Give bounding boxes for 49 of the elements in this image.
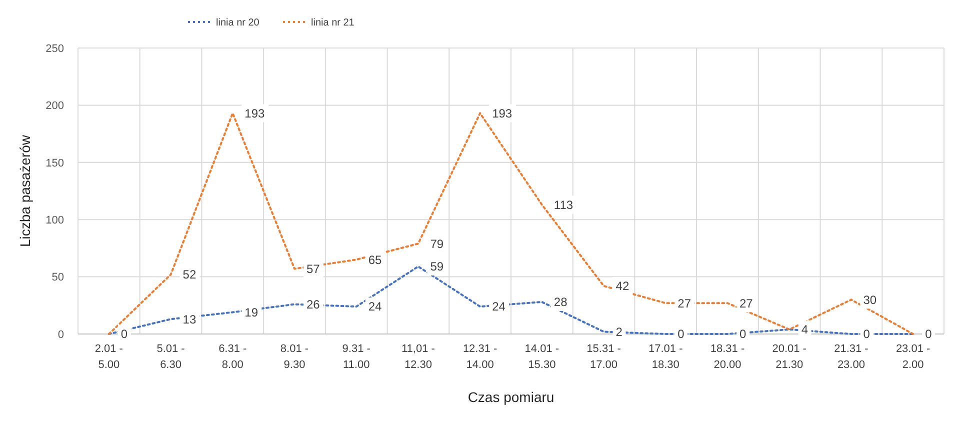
x-tick-label: 2.01 - 5.00 <box>94 343 124 371</box>
y-tick-label: 0 <box>58 328 64 341</box>
x-tick-label: 5.01 - 6.30 <box>156 343 186 371</box>
x-tick-label: 15.31 - 17.00 <box>586 343 622 371</box>
data-label: 24 <box>368 300 382 314</box>
data-label: 193 <box>492 106 512 120</box>
x-axis-title: Czas pomiaru <box>468 389 554 405</box>
y-tick-label: 200 <box>46 100 64 112</box>
data-label: 113 <box>554 198 574 212</box>
data-label: 42 <box>616 279 630 294</box>
y-axis-title: Liczba pasażerów <box>17 134 33 248</box>
x-tick-label: 18.31 - 20.00 <box>710 343 745 371</box>
y-tick-label: 150 <box>46 157 64 170</box>
y-tick-label: 100 <box>46 214 64 226</box>
x-tick-label: 20.01 - 21.30 <box>772 343 807 371</box>
data-label: 0 <box>925 327 932 342</box>
x-tick-label: 8.01 - 9.30 <box>280 343 309 371</box>
y-tick-label: 50 <box>52 272 64 284</box>
data-label: 0 <box>740 327 746 342</box>
x-tick-label: 12.31 - 14.00 <box>462 343 498 371</box>
data-label: 193 <box>244 106 265 120</box>
data-label: 30 <box>863 292 877 307</box>
x-tick-label: 23.01 - 2.00 <box>896 343 931 371</box>
data-label: 57 <box>306 262 320 276</box>
x-tick-label: 11,01 - 12.30 <box>401 343 436 371</box>
x-tick-label: 17.01 - 18.30 <box>648 343 684 371</box>
data-label: 13 <box>182 312 196 326</box>
x-tick-label: 14.01 - 15.30 <box>524 343 560 371</box>
data-label: 19 <box>244 305 258 320</box>
y-tick-label: 250 <box>46 42 64 55</box>
data-label: 0 <box>120 327 128 342</box>
data-label: 52 <box>182 268 196 282</box>
data-label: 79 <box>430 236 444 251</box>
x-tick-label: 21.31 - 23.00 <box>834 343 869 371</box>
data-label: 27 <box>740 296 754 310</box>
x-tick-label: 9.31 - 11.00 <box>342 343 371 371</box>
data-label: 65 <box>368 252 382 267</box>
legend-label: linia nr 20 <box>216 18 260 28</box>
x-tick-label: 6.31 - 8.00 <box>218 343 248 371</box>
data-label: 26 <box>306 297 320 312</box>
data-label: 28 <box>554 295 568 310</box>
data-label: 0 <box>678 327 685 342</box>
data-label: 24 <box>492 300 506 314</box>
data-label: 59 <box>430 260 444 274</box>
data-label: 0 <box>863 327 870 342</box>
data-label: 2 <box>616 324 623 339</box>
data-label: 27 <box>678 296 692 310</box>
data-label: 4 <box>801 322 808 337</box>
legend-label: linia nr 21 <box>311 18 355 28</box>
